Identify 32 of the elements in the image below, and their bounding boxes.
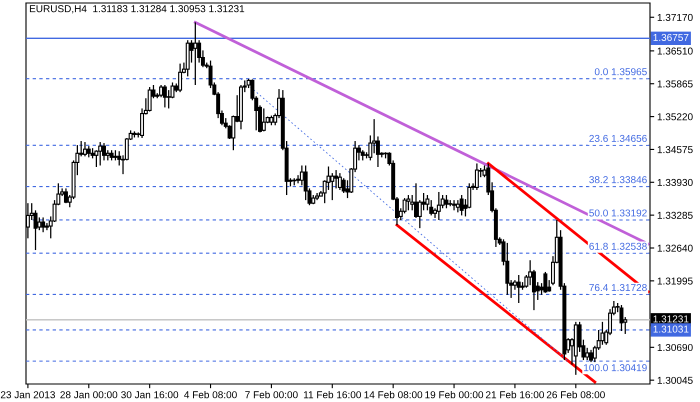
- ref-line-label: 1.36757: [654, 34, 688, 41]
- x-tick-label: 30 Jan 16:00: [121, 391, 178, 398]
- x-tick-label: 21 Feb 16:00: [486, 390, 544, 398]
- x-tick-label: 14 Feb 08:00: [364, 390, 422, 398]
- y-tick-label: 1.37170: [658, 14, 693, 21]
- x-tick-label: 11 Feb 16:00: [304, 390, 362, 398]
- x-tick-label: 19 Feb 00:00: [425, 390, 484, 398]
- chart-title: EURUSD,H4 1.31183 1.31284 1.30953 1.31231: [30, 5, 244, 14]
- x-tick-label: 7 Feb 00:00: [245, 390, 298, 398]
- y-tick-label: 1.36510: [658, 48, 693, 55]
- x-tick-label: 4 Feb 08:00: [184, 390, 237, 398]
- annotation: 23.6 1.34656: [589, 134, 647, 142]
- x-tick-label: 28 Jan 00:00: [60, 391, 118, 398]
- annotation: 50.0 1.33192: [589, 209, 647, 217]
- y-tick-label: 1.33930: [658, 178, 693, 186]
- y-tick-label: 1.30045: [658, 376, 693, 384]
- x-tick-label: 23 Jan 2013: [0, 391, 55, 398]
- y-tick-label: 1.31995: [658, 277, 693, 285]
- annotation: 38.2 1.33846: [589, 176, 647, 184]
- y-tick-label: 1.33285: [658, 212, 693, 219]
- y-tick-label: 1.30690: [658, 344, 693, 352]
- annotation: 61.8 1.32538: [589, 242, 647, 250]
- annotation: 76.4 1.31728: [589, 284, 647, 292]
- y-tick-label: 1.35865: [658, 80, 693, 88]
- x-tick-label: 26 Feb 08:00: [546, 390, 605, 398]
- annotation: 100.0 1.30419: [584, 364, 647, 372]
- y-tick-label: 1.34575: [658, 146, 693, 154]
- annotation: 0.0 1.35965: [594, 68, 647, 76]
- y-tick-label: 1.35220: [658, 113, 693, 120]
- y-tick-label: 1.32640: [658, 244, 693, 252]
- ref-line-label: 1.31031: [654, 326, 688, 333]
- ref-line-label: 1.31231: [654, 315, 688, 322]
